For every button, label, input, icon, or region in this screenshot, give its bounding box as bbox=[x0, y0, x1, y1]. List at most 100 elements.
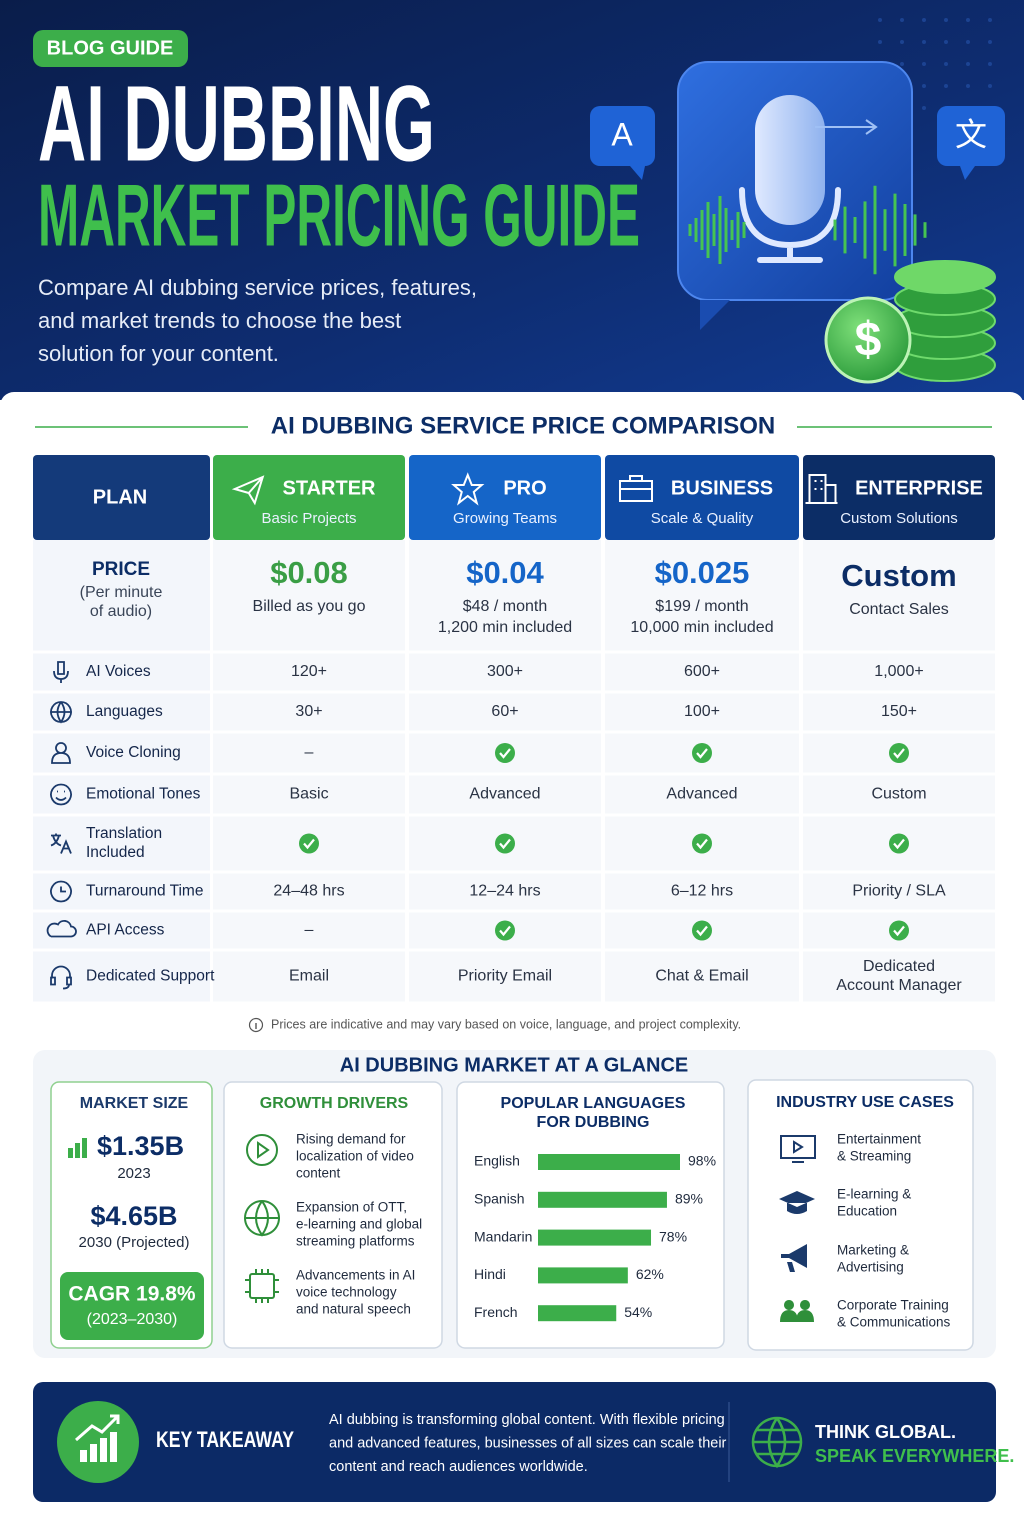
feature-label: Emotional Tones bbox=[86, 786, 201, 803]
driver-text: localization of video bbox=[296, 1149, 414, 1164]
bubble-tail bbox=[960, 166, 975, 180]
feature-label: Translation bbox=[86, 825, 162, 842]
slogan: THINK GLOBAL. bbox=[815, 1422, 956, 1442]
feature-icon bbox=[53, 661, 69, 683]
dot-pattern bbox=[900, 62, 904, 66]
coin-top bbox=[895, 261, 995, 293]
driver-text: e-learning and global bbox=[296, 1217, 422, 1232]
note: Prices are indicative and may vary based… bbox=[271, 1017, 741, 1031]
plan-price: Custom bbox=[841, 558, 956, 593]
feature-value: 120+ bbox=[291, 663, 327, 680]
language-bar bbox=[538, 1305, 617, 1322]
column-header bbox=[33, 455, 210, 540]
dot-pattern bbox=[878, 40, 882, 44]
check-mark bbox=[696, 925, 708, 937]
feature-value: – bbox=[305, 744, 314, 761]
price-label-note: (Per minute bbox=[80, 584, 163, 601]
feature-value: Email bbox=[289, 968, 329, 985]
language-name: Mandarin bbox=[474, 1228, 532, 1244]
takeaway-icon bbox=[75, 1414, 120, 1442]
dot-pattern bbox=[944, 84, 948, 88]
plan-name: PRO bbox=[503, 477, 546, 499]
market-value: $4.65B bbox=[90, 1201, 177, 1231]
feature-value: 24–48 hrs bbox=[273, 883, 344, 900]
dot-pattern bbox=[922, 18, 926, 22]
feature-value: 600+ bbox=[684, 663, 720, 680]
use-case-text: Education bbox=[837, 1204, 897, 1219]
language-bar bbox=[538, 1154, 680, 1170]
market-year: 2030 (Projected) bbox=[79, 1234, 190, 1251]
plan-price: $0.08 bbox=[270, 555, 348, 590]
plan-icon bbox=[451, 472, 485, 506]
card-title: GROWTH DRIVERS bbox=[260, 1095, 409, 1112]
feature-icon bbox=[50, 833, 72, 854]
takeaway-text: content and reach audiences worldwide. bbox=[329, 1459, 588, 1475]
feature-icon bbox=[50, 783, 72, 806]
dot-pattern bbox=[966, 40, 970, 44]
check-mark bbox=[303, 838, 315, 850]
description: and market trends to choose the best bbox=[38, 308, 401, 333]
feature-value: Advanced bbox=[666, 786, 737, 803]
takeaway-text: and advanced features, businesses of all… bbox=[329, 1435, 727, 1451]
feature-label: Languages bbox=[86, 703, 163, 720]
check-icon bbox=[692, 920, 712, 941]
check-mark bbox=[893, 748, 905, 759]
feature-value: 60+ bbox=[491, 703, 518, 720]
check-icon bbox=[889, 833, 909, 854]
driver-text: Rising demand for bbox=[296, 1132, 406, 1147]
card-title: FOR DUBBING bbox=[537, 1114, 650, 1131]
cagr-period: (2023–2030) bbox=[87, 1311, 178, 1328]
feature-value: Priority / SLA bbox=[852, 883, 946, 900]
language-name: Spanish bbox=[474, 1191, 525, 1207]
dot-pattern bbox=[988, 18, 992, 22]
column-body bbox=[213, 540, 405, 1003]
takeaway-icon bbox=[90, 1444, 97, 1462]
driver-icon bbox=[244, 1200, 281, 1237]
check-icon bbox=[495, 833, 515, 854]
check-icon bbox=[495, 920, 515, 941]
use-case-icon bbox=[779, 1191, 815, 1214]
plan-tagline: Custom Solutions bbox=[840, 510, 958, 527]
price-note: Contact Sales bbox=[849, 601, 949, 618]
language-name: English bbox=[474, 1153, 520, 1169]
takeaway-banner bbox=[33, 1382, 996, 1502]
takeaway-icon-bg bbox=[57, 1401, 139, 1483]
dot-pattern bbox=[966, 18, 970, 22]
dot-pattern bbox=[944, 62, 948, 66]
use-case-text: & Streaming bbox=[837, 1149, 911, 1164]
info-icon bbox=[248, 1017, 264, 1033]
glyph: A bbox=[611, 116, 633, 152]
title: AI DUBBING bbox=[38, 63, 435, 184]
check-icon bbox=[889, 743, 909, 763]
bubble bbox=[937, 106, 1005, 166]
feature-value: Account Manager bbox=[836, 977, 962, 994]
dot-pattern bbox=[900, 18, 904, 22]
check-mark bbox=[696, 748, 708, 759]
language-value: 89% bbox=[675, 1191, 703, 1207]
dot-pattern bbox=[988, 84, 992, 88]
dot-pattern bbox=[944, 40, 948, 44]
column-header bbox=[803, 455, 995, 540]
language-bar bbox=[538, 1191, 667, 1208]
driver-icon bbox=[257, 1141, 270, 1159]
dot-pattern bbox=[988, 62, 992, 66]
dot-pattern bbox=[922, 106, 926, 110]
takeaway-icon bbox=[80, 1450, 87, 1462]
language-bar bbox=[538, 1229, 652, 1246]
slogan: SPEAK EVERYWHERE. bbox=[815, 1446, 1014, 1466]
use-case-icon bbox=[780, 1135, 816, 1163]
feature-value: Basic bbox=[289, 786, 328, 803]
plan-price: $0.04 bbox=[466, 555, 544, 590]
card-title: POPULAR LANGUAGES bbox=[501, 1095, 686, 1112]
feature-label: Turnaround Time bbox=[86, 883, 203, 900]
driver-text: Advancements in AI bbox=[296, 1268, 415, 1283]
badge bbox=[33, 30, 188, 67]
language-name: Hindi bbox=[474, 1266, 506, 1282]
takeaway-icon bbox=[100, 1438, 107, 1462]
feature-label: Voice Cloning bbox=[86, 744, 181, 761]
driver-text: content bbox=[296, 1166, 341, 1181]
feature-label: Included bbox=[86, 844, 145, 861]
description: Compare AI dubbing service prices, featu… bbox=[38, 275, 477, 300]
check-mark bbox=[696, 838, 708, 850]
mic-stand bbox=[739, 187, 841, 263]
